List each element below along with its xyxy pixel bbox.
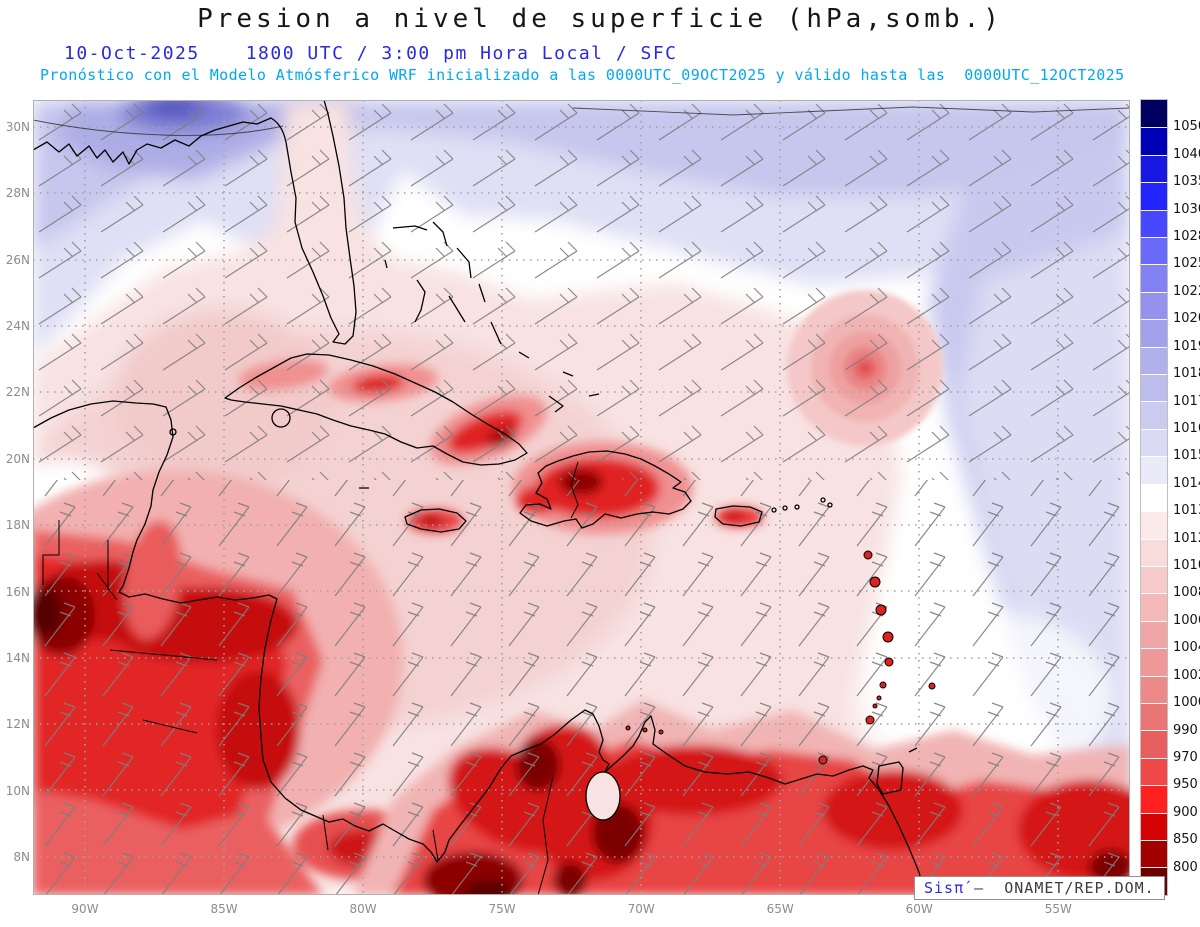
colorbar-label: 1000 (1173, 695, 1200, 711)
lon-tick-label: 75W (488, 902, 516, 916)
colorbar-label: 1022 (1173, 283, 1200, 299)
colorbar-cell (1141, 374, 1167, 402)
colorbar-label: 1040 (1173, 146, 1200, 162)
colorbar-label: 1016 (1173, 420, 1200, 436)
coastlines (32, 99, 926, 896)
colorbar-cell (1141, 319, 1167, 347)
colorbar-label: 1014 (1173, 475, 1200, 491)
lon-tick-label: 60W (905, 902, 933, 916)
lon-tick-label: 85W (210, 902, 238, 916)
pressure-contours (32, 106, 1131, 136)
colorbar-label: 1008 (1173, 585, 1200, 601)
colorbar (1140, 99, 1168, 896)
colorbar-label: 1002 (1173, 667, 1200, 683)
page-title: Presion a nivel de superficie (hPa,somb.… (197, 4, 1003, 34)
colorbar-label: 850 (1173, 832, 1198, 848)
colorbar-cell (1141, 182, 1167, 210)
colorbar-label: 1035 (1173, 174, 1200, 190)
country-borders (42, 461, 579, 896)
lat-tick-label: 22N (5, 385, 30, 400)
lat-tick-label: 16N (5, 584, 30, 599)
colorbar-cell (1141, 675, 1167, 703)
colorbar-label: 1020 (1173, 311, 1200, 327)
colorbar-label: 1012 (1173, 530, 1200, 546)
colorbar-cell (1141, 593, 1167, 621)
date-label: 10-Oct-2025 (64, 43, 200, 64)
colorbar-cell (1141, 401, 1167, 429)
forecast-line: Pronóstico con el Modelo Atmósferico WRF… (40, 66, 1125, 84)
colorbar-cell (1141, 648, 1167, 676)
colorbar-cell (1141, 757, 1167, 786)
pressure-shading-map (0, 90, 1183, 927)
colorbar-label: 1028 (1173, 229, 1200, 245)
watermark-brand: Sisπ́ (924, 879, 965, 897)
lat-tick-label: 10N (5, 783, 30, 798)
colorbar-cell (1141, 237, 1167, 265)
lon-tick-label: 65W (766, 902, 794, 916)
lat-axis: 30N 28N 26N 24N 22N 20N 18N 16N 14N 12N 10N 8N (2, 100, 30, 895)
subtitle-line: 10-Oct-2025 1800 UTC / 3:00 pm Hora Local… (64, 43, 678, 64)
lat-tick-label: 14N (5, 650, 30, 665)
colorbar-cell (1141, 100, 1167, 128)
time-label: 1800 UTC / 3:00 pm Hora Local / SFC (245, 43, 678, 64)
colorbar-cell (1141, 154, 1167, 183)
colorbar-cell (1141, 346, 1167, 375)
colorbar-label: 950 (1173, 777, 1198, 793)
colorbar-cell (1141, 428, 1167, 457)
colorbar-cell (1141, 620, 1167, 649)
colorbar-cell (1141, 839, 1167, 868)
watermark: Sisπ́ – ONAMET/REP.DOM. (914, 876, 1165, 900)
lat-tick-label: 8N (13, 849, 30, 864)
map-canvas (0, 90, 1183, 927)
colorbar-label: 990 (1173, 722, 1198, 738)
map-frame (33, 100, 1130, 895)
lon-tick-label: 90W (71, 902, 99, 916)
lat-tick-label: 12N (5, 717, 30, 732)
lat-tick-label: 24N (5, 319, 30, 334)
colorbar-cell (1141, 511, 1167, 539)
colorbar-label: 1018 (1173, 366, 1200, 382)
colorbar-cell (1141, 812, 1167, 840)
colorbar-label: 1006 (1173, 612, 1200, 628)
lat-tick-label: 18N (5, 518, 30, 533)
colorbar-cell (1141, 127, 1167, 155)
colorbar-cell (1141, 209, 1167, 238)
lon-tick-label: 70W (627, 902, 655, 916)
colorbar-cell (1141, 538, 1167, 566)
lesser-antilles-islands (625, 550, 936, 765)
colorbar-cell (1141, 702, 1167, 731)
colorbar-label: 1017 (1173, 393, 1200, 409)
colorbar-label: 1010 (1173, 558, 1200, 574)
colorbar-label: 1015 (1173, 448, 1200, 464)
colorbar-label: 1050 (1173, 119, 1200, 135)
colorbar-label: 1013 (1173, 503, 1200, 519)
colorbar-cell (1141, 565, 1167, 594)
colorbar-label: 1030 (1173, 201, 1200, 217)
lon-axis: 90W 85W 80W 75W 70W 65W 60W 55W (33, 902, 1130, 918)
colorbar-cell (1141, 264, 1167, 292)
lat-tick-label: 26N (5, 252, 30, 267)
colorbar-label: 970 (1173, 749, 1198, 765)
lat-tick-label: 30N (5, 120, 30, 134)
colorbar-cell (1141, 730, 1167, 758)
colorbar-labels: 1050 1040 1035 1030 1028 1025 1022 1020 1019 1018… (1173, 100, 1200, 895)
colorbar-cell (1141, 291, 1167, 320)
wind-barb-field (33, 100, 1130, 895)
lat-tick-label: 28N (5, 186, 30, 201)
colorbar-cell (1141, 456, 1167, 484)
colorbar-label: 1019 (1173, 338, 1200, 354)
colorbar-label: 1025 (1173, 256, 1200, 272)
colorbar-cell (1141, 483, 1167, 512)
lat-tick-label: 20N (5, 451, 30, 466)
colorbar-cell (1141, 785, 1167, 813)
lon-tick-label: 55W (1044, 902, 1072, 916)
colorbar-label: 800 (1173, 859, 1198, 875)
watermark-org: – ONAMET/REP.DOM. (964, 879, 1155, 897)
colorbar-label: 900 (1173, 804, 1198, 820)
lon-tick-label: 80W (349, 902, 377, 916)
colorbar-label: 1004 (1173, 640, 1200, 656)
